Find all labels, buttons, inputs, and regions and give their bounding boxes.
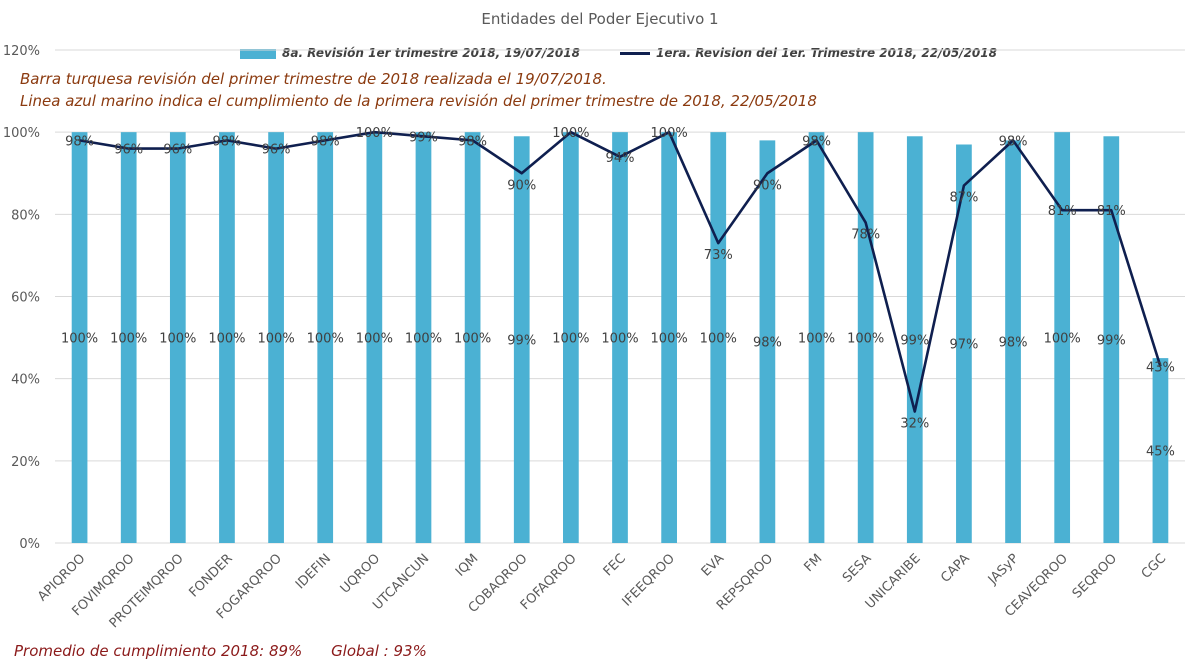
line-data-label: 96% [262, 143, 291, 158]
bar [808, 132, 825, 543]
bar [317, 132, 334, 543]
line-data-label: 81% [1048, 204, 1077, 219]
bar [1005, 140, 1021, 543]
note-line: Linea azul marino indica el cumplimiento… [20, 92, 817, 110]
line-data-label: 98% [802, 134, 831, 149]
bar [612, 132, 628, 543]
line-data-label: 98% [999, 134, 1028, 149]
footer-promedio: Promedio de cumplimiento 2018: 89% [14, 642, 303, 660]
bar-data-label: 100% [61, 332, 98, 347]
footer: Promedio de cumplimiento 2018: 89% Globa… [14, 642, 451, 660]
line-data-label: 73% [704, 248, 733, 263]
line-data-label: 100% [552, 126, 589, 141]
x-tick-label: CGC [1139, 551, 1170, 582]
bar-data-label: 98% [753, 336, 782, 351]
y-tick-label: 60% [11, 291, 40, 306]
bar [120, 132, 137, 543]
bar-data-label: 100% [110, 332, 147, 347]
x-tick-label: EVA [699, 551, 727, 579]
bar [1054, 132, 1071, 543]
bar-data-label: 98% [999, 336, 1028, 351]
legend-bar-swatch [240, 48, 276, 59]
bar [71, 132, 88, 543]
bar-data-label: 100% [552, 332, 589, 347]
bar [759, 140, 776, 543]
line-data-label: 96% [163, 143, 192, 158]
bar-data-label: 99% [900, 334, 929, 349]
line-data-label: 78% [851, 228, 880, 243]
x-tick-label: FM [802, 551, 826, 575]
bar-data-label: 97% [949, 338, 978, 353]
line-data-label: 90% [507, 178, 536, 193]
x-tick-label: CAPA [938, 551, 973, 586]
chart-title: Entidades del Poder Ejecutivo 1 [481, 10, 719, 28]
line-data-label: 100% [356, 126, 393, 141]
bar [415, 132, 432, 543]
line-data-label: 99% [409, 130, 438, 145]
bar [366, 132, 383, 543]
bar-data-label: 100% [159, 332, 196, 347]
bar-data-label: 100% [798, 332, 835, 347]
y-tick-label: 0% [19, 537, 40, 552]
line-data-label: 94% [606, 151, 635, 166]
bar-data-label: 100% [405, 332, 442, 347]
bar [563, 132, 579, 543]
x-tick-label: JASyP [985, 551, 1022, 588]
series-line [79, 130, 1162, 413]
x-tick-label: IDEFIN [293, 551, 334, 592]
line-data-label: 98% [458, 134, 487, 149]
bar [661, 132, 677, 543]
bar-data-label: 99% [507, 334, 536, 349]
bar-data-label: 100% [356, 332, 393, 347]
x-tick-label: FONDER [186, 551, 235, 600]
bar-data-label: 100% [651, 332, 688, 347]
x-tick-label: SESA [840, 551, 875, 586]
bar [956, 144, 972, 543]
bar [1103, 136, 1120, 543]
footer-global: Global : 93% [331, 642, 427, 660]
bar [906, 136, 923, 543]
bar [464, 132, 481, 543]
line-data-label: 43% [1146, 360, 1175, 375]
line-data-label: 98% [311, 134, 340, 149]
line-data-label: 98% [65, 134, 94, 149]
y-tick-label: 80% [11, 208, 40, 223]
y-tick-label: 100% [3, 126, 40, 141]
x-tick-label: UQROO [338, 551, 383, 596]
y-tick-label: 20% [11, 455, 40, 470]
y-tick-label: 40% [11, 373, 40, 388]
bar [268, 132, 284, 543]
line-data-label: 32% [900, 417, 929, 432]
x-tick-label: FEC [601, 551, 629, 579]
line-data-label: 90% [753, 178, 782, 193]
bar [169, 132, 186, 543]
line-data-label: 81% [1097, 204, 1126, 219]
legend-line-swatch [620, 52, 650, 55]
x-tick-label: SEQROO [1070, 551, 1120, 601]
bar [219, 132, 235, 543]
bar-data-label: 45% [1146, 445, 1175, 460]
note-bar: Barra turquesa revisión del primer trime… [20, 70, 607, 88]
bar-data-label: 100% [847, 332, 884, 347]
line-data-label: 98% [213, 134, 242, 149]
bar-data-label: 100% [258, 332, 295, 347]
line-data-label: 96% [114, 143, 143, 158]
bar [513, 136, 530, 543]
bar-data-label: 100% [700, 332, 737, 347]
bar [1152, 358, 1169, 543]
bar-data-label: 100% [1044, 332, 1081, 347]
bar-data-label: 99% [1097, 334, 1126, 349]
x-tick-label: IFEEQROO [620, 551, 678, 609]
line-data-label: 100% [651, 126, 688, 141]
line-data-label: 87% [949, 191, 978, 206]
x-tick-label: IQM [453, 551, 481, 579]
bar-data-label: 100% [601, 332, 638, 347]
y-tick-label: 120% [3, 44, 40, 59]
bar-data-label: 100% [307, 332, 344, 347]
bar-data-label: 100% [454, 332, 491, 347]
bar-data-label: 100% [208, 332, 245, 347]
